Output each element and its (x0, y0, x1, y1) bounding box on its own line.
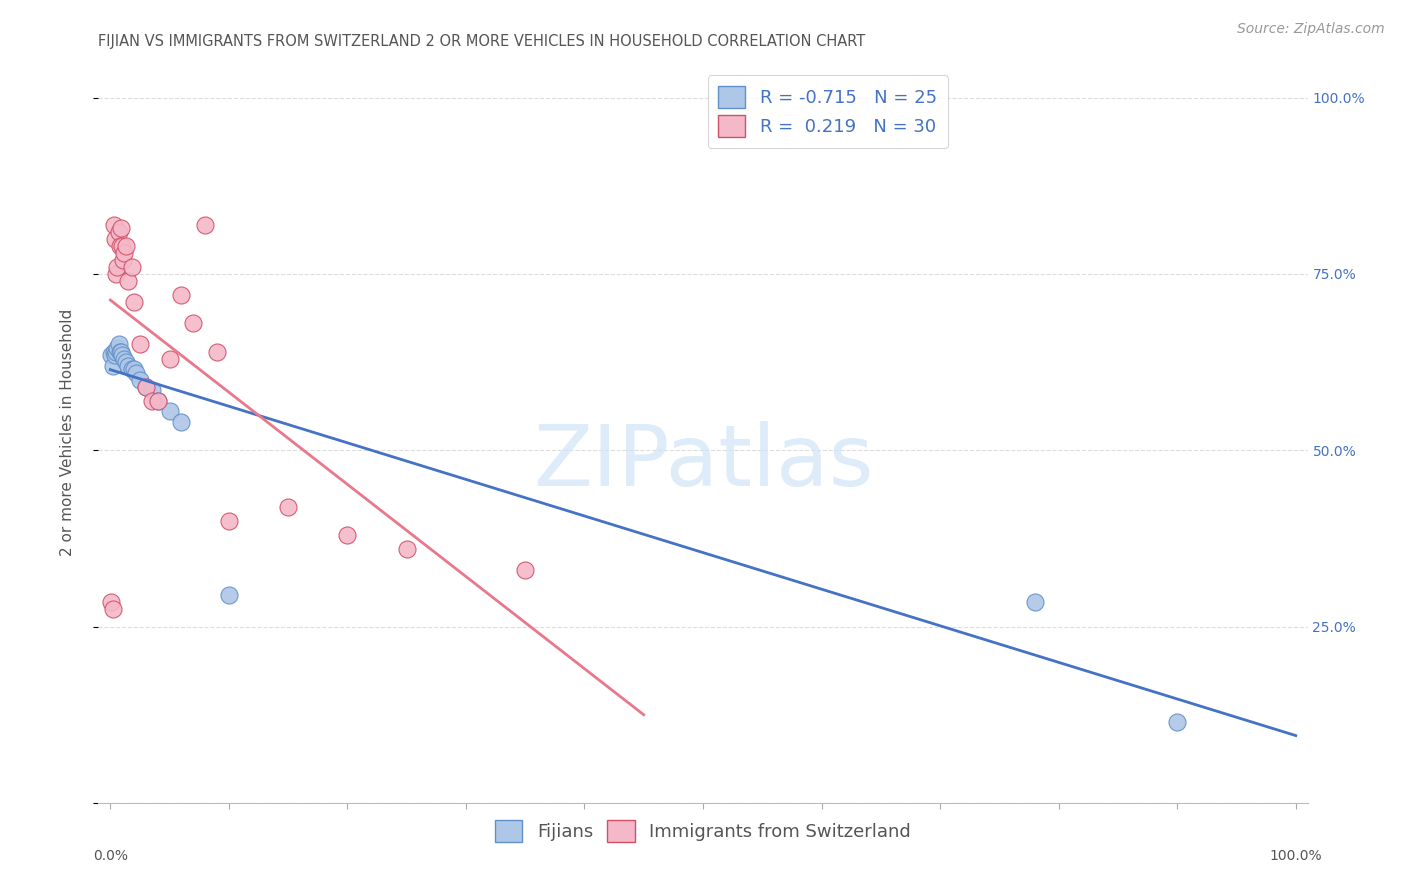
Point (103, 218, 125, 232)
Point (105, 267, 128, 281)
Point (107, 225, 129, 239)
Point (100, 348, 122, 362)
Point (112, 252, 135, 267)
Point (218, 514, 240, 528)
Point (121, 362, 143, 376)
Point (146, 393, 169, 408)
Point (277, 500, 299, 514)
Point (1024, 595, 1046, 609)
Point (111, 239, 134, 253)
Point (111, 348, 134, 362)
Text: 100.0%: 100.0% (1270, 848, 1322, 863)
Text: Source: ZipAtlas.com: Source: ZipAtlas.com (1237, 22, 1385, 37)
Point (122, 362, 145, 376)
Point (125, 366, 148, 380)
Legend: Fijians, Immigrants from Switzerland: Fijians, Immigrants from Switzerland (488, 813, 918, 849)
Point (122, 295, 145, 310)
Point (108, 344, 131, 359)
Point (141, 384, 163, 398)
Point (105, 344, 128, 359)
Point (170, 415, 193, 429)
Point (105, 341, 128, 355)
Point (117, 359, 139, 373)
Point (110, 221, 132, 235)
Point (101, 359, 124, 373)
Y-axis label: 2 or more Vehicles in Household: 2 or more Vehicles in Household (60, 309, 75, 557)
Point (336, 528, 359, 542)
Point (395, 541, 418, 556)
Text: ZIPatlas: ZIPatlas (533, 421, 873, 504)
Point (181, 316, 204, 330)
Point (218, 588, 240, 602)
Point (100, 595, 122, 609)
Text: FIJIAN VS IMMIGRANTS FROM SWITZERLAND 2 OR MORE VEHICLES IN HOUSEHOLD CORRELATIO: FIJIAN VS IMMIGRANTS FROM SWITZERLAND 2 … (98, 34, 866, 49)
Point (515, 563, 537, 577)
Text: 0.0%: 0.0% (93, 848, 128, 863)
Point (104, 348, 127, 362)
Point (159, 404, 181, 418)
Point (121, 260, 143, 274)
Point (104, 232, 127, 246)
Point (114, 351, 136, 366)
Point (205, 344, 228, 359)
Point (114, 239, 136, 253)
Point (101, 602, 124, 616)
Point (170, 288, 193, 302)
Point (105, 260, 128, 274)
Point (110, 344, 132, 359)
Point (194, 218, 217, 232)
Point (141, 393, 163, 408)
Point (146, 393, 169, 408)
Point (129, 373, 152, 387)
Point (114, 355, 136, 369)
Point (103, 344, 125, 359)
Point (129, 337, 152, 351)
Point (108, 239, 131, 253)
Point (1166, 714, 1188, 729)
Point (135, 380, 157, 394)
Point (114, 245, 136, 260)
Point (159, 351, 181, 366)
Point (135, 380, 157, 394)
Point (117, 274, 139, 288)
Point (107, 337, 129, 351)
